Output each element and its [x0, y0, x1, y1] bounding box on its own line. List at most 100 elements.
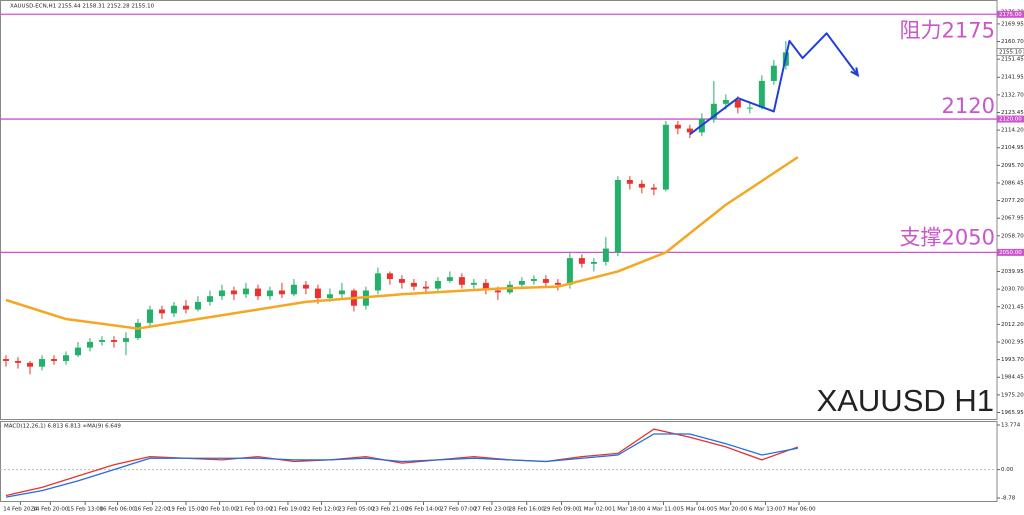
candle-body [446, 277, 453, 281]
candle-body [254, 288, 261, 297]
candle-body [614, 180, 621, 253]
y-tick-label: 2132.70 [1001, 92, 1024, 98]
x-tick-label: 5 Mar 04:00 [680, 507, 714, 513]
x-tick-label: 14 Feb 2024 [3, 507, 38, 513]
candle-body [746, 107, 753, 109]
candle-body [734, 100, 741, 108]
x-tick-label: 20 Feb 10:00 [202, 507, 239, 513]
x-tick-label: 27 Feb 07:00 [440, 507, 477, 513]
x-tick-label: 16 Feb 22:00 [134, 507, 171, 513]
level-axis-tag [997, 10, 1024, 18]
candle-body [278, 290, 285, 295]
y-tick-label: 2169.95 [1001, 21, 1024, 27]
y-tick-label: 1965.95 [1001, 410, 1024, 416]
candle-body [518, 280, 525, 285]
candle-body [398, 279, 405, 283]
candle-body [410, 282, 417, 287]
y-tick-label: 13.774 [1001, 423, 1021, 429]
y-tick-label: 2002.95 [1001, 340, 1024, 346]
candle-body [206, 296, 213, 302]
y-tick-label: 2114.20 [1001, 128, 1024, 134]
candle-body [134, 322, 141, 339]
candle-body [686, 128, 693, 133]
x-tick-label: 15 Feb 13:00 [67, 507, 104, 513]
candle-body [326, 294, 333, 299]
candle-body [434, 280, 441, 289]
moving-average [5, 156, 799, 330]
y-tick-label: 1975.20 [1001, 392, 1024, 398]
candle-body [578, 258, 585, 264]
y-tick-label: 2086.45 [1001, 180, 1024, 186]
candle-body [566, 258, 573, 285]
candle-body [290, 284, 297, 295]
x-tick-label: 7 Mar 06:00 [782, 507, 816, 513]
candle-body [458, 277, 465, 285]
candle-body [86, 341, 93, 348]
candle-body [62, 355, 69, 361]
candle-body [38, 359, 45, 367]
candle-body [50, 359, 57, 361]
candle-body [542, 279, 549, 283]
candle-body [530, 279, 537, 281]
x-tick-label: 1 Mar 18:00 [612, 507, 646, 513]
x-tick-label: 23 Feb 05:00 [338, 507, 375, 513]
x-tick-label: 29 Feb 09:00 [543, 507, 580, 513]
y-tick-label: 2123.45 [1001, 110, 1024, 116]
y-tick-label: -8.78 [1001, 496, 1016, 502]
header: XAUUSD-ECN,H1 2155.44 2158.31 2152.28 21… [10, 4, 155, 10]
y-tick-label: 2104.95 [1001, 145, 1024, 151]
candle-body [74, 347, 81, 356]
candle-body [554, 282, 561, 285]
last-price-tag [996, 48, 1024, 56]
candle-body [230, 290, 237, 295]
y-tick-label: 1984.45 [1001, 375, 1024, 381]
candle-body [122, 338, 129, 342]
candle-body [482, 282, 489, 291]
x-tick-label: 28 Feb 16:00 [509, 507, 546, 513]
candle-body [758, 80, 765, 108]
candle-body [2, 359, 9, 361]
y-tick-label: 2067.95 [1001, 216, 1024, 222]
x-tick-label: 14 Feb 20:00 [32, 507, 69, 513]
macd-line [5, 428, 799, 497]
x-tick-label: 22 Feb 12:00 [303, 507, 340, 513]
candle-body [338, 290, 345, 295]
y-tick-label: 2077.20 [1001, 198, 1024, 204]
x-tick-label: 6 Mar 13:00 [749, 507, 783, 513]
y-tick-label: 2095.70 [1001, 163, 1024, 169]
x-tick-label: 5 Mar 20:00 [714, 507, 748, 513]
candle-body [662, 124, 669, 190]
candle-body [242, 288, 249, 295]
macd-panel [0, 421, 998, 502]
level-label: 支撑2050 [900, 225, 995, 249]
candle-body [626, 180, 633, 184]
x-tick-label: 21 Feb 19:00 [270, 507, 307, 513]
candle-body [302, 284, 309, 289]
candle-body [26, 362, 33, 367]
candle-body [770, 65, 777, 81]
candle-body [722, 100, 729, 104]
level-label: 2120 [942, 94, 995, 118]
x-tick-label: 19 Feb 15:00 [168, 507, 205, 513]
x-tick-label: 23 Feb 21:00 [372, 507, 409, 513]
y-tick-label: 2039.95 [1001, 269, 1024, 275]
macd-line [5, 433, 798, 498]
last-price-label: 2155.10 [999, 50, 1022, 56]
candle-body [110, 340, 117, 342]
candle-body [14, 360, 21, 363]
y-tick-label: 0.00 [1001, 467, 1014, 473]
candle-body [218, 290, 225, 297]
candle-body [170, 305, 177, 314]
candle-body [590, 261, 597, 264]
x-tick-label: 26 Feb 14:00 [405, 507, 442, 513]
candle-body [386, 273, 393, 280]
level-label: 阻力2175 [900, 18, 995, 42]
candle-body [602, 248, 609, 262]
level-axis-tag [997, 248, 1024, 256]
candle-body [98, 340, 105, 342]
candle-body [422, 286, 429, 289]
y-tick-label: 2058.70 [1001, 233, 1024, 239]
projection-path [689, 32, 859, 136]
chart-title: XAUUSD H1 [817, 383, 994, 418]
